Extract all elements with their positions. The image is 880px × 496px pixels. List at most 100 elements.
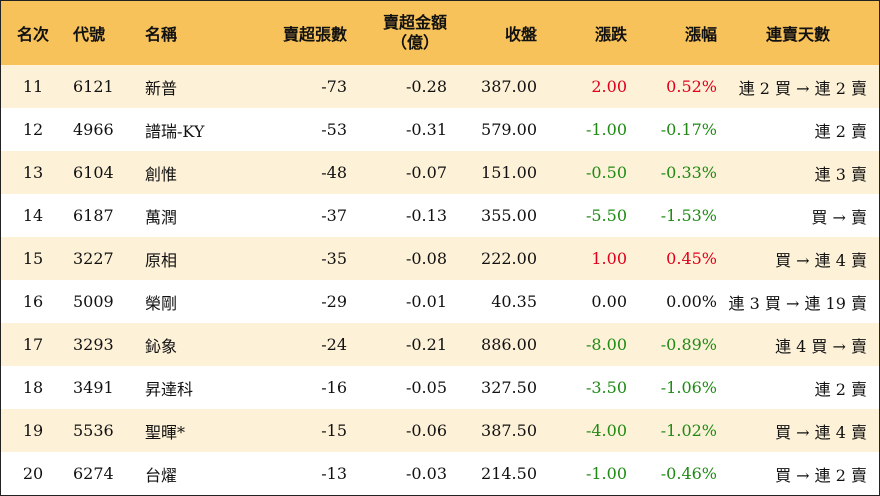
cell-rank: 18 xyxy=(22,378,44,397)
cell-net-volume: -48 xyxy=(321,163,347,182)
table-header-row: 名次 代號 名稱 賣超張數 賣超金額 （億） 收盤 漲跌 漲幅 連賣天數 xyxy=(1,1,879,65)
cell-net-amount: -0.05 xyxy=(405,378,447,397)
cell-rank: 15 xyxy=(22,249,44,268)
cell-net-amount: -0.08 xyxy=(405,249,447,268)
cell-name[interactable]: 新普 xyxy=(145,78,178,98)
header-net-amount[interactable]: 賣超金額 （億） xyxy=(347,1,447,65)
cell-change: -5.50 xyxy=(585,206,627,225)
cell-rank: 14 xyxy=(22,206,44,225)
header-streak[interactable]: 連賣天數 xyxy=(765,25,830,44)
cell-name[interactable]: 榮剛 xyxy=(145,293,178,313)
table-row[interactable]: 19 5536 聖暉* -15 -0.06 387.50 -4.00 -1.02% 買 → 連 … xyxy=(1,409,879,452)
cell-change: 0.00 xyxy=(591,292,627,311)
cell-code[interactable]: 3293 xyxy=(73,335,114,354)
header-net-amount-label: 賣超金額 （億） xyxy=(383,13,447,53)
header-change-pct[interactable]: 漲幅 xyxy=(684,25,717,44)
header-net-amount-unit: （億） xyxy=(390,33,439,52)
cell-rank: 13 xyxy=(22,163,44,182)
header-name[interactable]: 名稱 xyxy=(145,25,178,44)
cell-close: 222.00 xyxy=(481,249,537,268)
cell-change: -1.00 xyxy=(585,464,627,483)
table-body: 11 6121 新普 -73 -0.28 387.00 2.00 0.52% 連 2 買 → 連… xyxy=(1,65,879,495)
cell-streak: 連 2 買 → 連 2 賣 xyxy=(738,78,867,98)
cell-streak: 買 → 賣 xyxy=(811,207,867,227)
cell-code[interactable]: 6274 xyxy=(73,464,114,483)
cell-name[interactable]: 譜瑞-KY xyxy=(145,121,205,141)
cell-net-amount: -0.21 xyxy=(405,335,447,354)
cell-name[interactable]: 原相 xyxy=(145,250,178,270)
cell-name[interactable]: 台燿 xyxy=(145,465,178,485)
cell-code[interactable]: 5009 xyxy=(73,292,114,311)
cell-streak: 連 2 賣 xyxy=(814,379,867,399)
cell-name[interactable]: 昇達科 xyxy=(145,379,194,399)
cell-change-pct: -1.02% xyxy=(660,421,717,440)
cell-change: 2.00 xyxy=(591,77,627,96)
cell-code[interactable]: 3227 xyxy=(73,249,114,268)
table-row[interactable]: 11 6121 新普 -73 -0.28 387.00 2.00 0.52% 連 2 買 → 連… xyxy=(1,65,879,108)
header-change[interactable]: 漲跌 xyxy=(594,25,627,44)
cell-streak: 連 3 買 → 連 19 賣 xyxy=(728,293,867,313)
cell-change-pct: -0.33% xyxy=(660,163,717,182)
cell-change-pct: -0.89% xyxy=(660,335,717,354)
cell-rank: 20 xyxy=(22,464,44,483)
cell-net-volume: -53 xyxy=(321,120,347,139)
header-net-volume[interactable]: 賣超張數 xyxy=(282,25,347,44)
cell-name[interactable]: 聖暉* xyxy=(145,422,186,442)
cell-change-pct: 0.00% xyxy=(666,292,717,311)
cell-net-volume: -16 xyxy=(321,378,347,397)
cell-net-amount: -0.28 xyxy=(405,77,447,96)
cell-close: 355.00 xyxy=(481,206,537,225)
cell-net-amount: -0.01 xyxy=(405,292,447,311)
cell-code[interactable]: 4966 xyxy=(73,120,114,139)
cell-streak: 連 2 賣 xyxy=(814,121,867,141)
cell-change: -4.00 xyxy=(585,421,627,440)
cell-name[interactable]: 創惟 xyxy=(145,164,178,184)
cell-code[interactable]: 6121 xyxy=(73,77,114,96)
cell-close: 40.35 xyxy=(491,292,537,311)
cell-name[interactable]: 鈊象 xyxy=(145,336,178,356)
cell-change-pct: -1.53% xyxy=(660,206,717,225)
cell-change-pct: -0.46% xyxy=(660,464,717,483)
header-rank[interactable]: 名次 xyxy=(16,25,49,44)
table-row[interactable]: 17 3293 鈊象 -24 -0.21 886.00 -8.00 -0.89% 連 4 買 →… xyxy=(1,323,879,366)
cell-rank: 19 xyxy=(22,421,44,440)
cell-name[interactable]: 萬潤 xyxy=(145,207,178,227)
cell-rank: 16 xyxy=(22,292,44,311)
cell-rank: 12 xyxy=(22,120,44,139)
cell-change: -0.50 xyxy=(585,163,627,182)
cell-streak: 連 3 賣 xyxy=(814,164,867,184)
cell-streak: 買 → 連 2 賣 xyxy=(775,465,867,485)
cell-change-pct: 0.52% xyxy=(666,77,717,96)
cell-change-pct: 0.45% xyxy=(666,249,717,268)
header-close[interactable]: 收盤 xyxy=(504,25,537,44)
cell-code[interactable]: 5536 xyxy=(73,421,114,440)
cell-code[interactable]: 6104 xyxy=(73,163,114,182)
cell-change-pct: -1.06% xyxy=(660,378,717,397)
table-row[interactable]: 18 3491 昇達科 -16 -0.05 327.50 -3.50 -1.06% 連 2 賣 xyxy=(1,366,879,409)
cell-change: -1.00 xyxy=(585,120,627,139)
cell-close: 579.00 xyxy=(481,120,537,139)
cell-close: 387.00 xyxy=(481,77,537,96)
cell-streak: 連 4 買 → 賣 xyxy=(775,336,867,356)
cell-net-volume: -15 xyxy=(321,421,347,440)
cell-net-volume: -13 xyxy=(321,464,347,483)
cell-change: -8.00 xyxy=(585,335,627,354)
cell-close: 886.00 xyxy=(481,335,537,354)
table-row[interactable]: 16 5009 榮剛 -29 -0.01 40.35 0.00 0.00% 連 3 買 → 連 … xyxy=(1,280,879,323)
cell-code[interactable]: 6187 xyxy=(73,206,114,225)
cell-close: 151.00 xyxy=(481,163,537,182)
cell-close: 327.50 xyxy=(481,378,537,397)
table-row[interactable]: 20 6274 台燿 -13 -0.03 214.50 -1.00 -0.46% 買 → 連 2… xyxy=(1,452,879,495)
table-row[interactable]: 12 4966 譜瑞-KY -53 -0.31 579.00 -1.00 -0.17% 連 2 … xyxy=(1,108,879,151)
cell-code[interactable]: 3491 xyxy=(73,378,114,397)
table-row[interactable]: 15 3227 原相 -35 -0.08 222.00 1.00 0.45% 買 → 連 4 賣 xyxy=(1,237,879,280)
header-code[interactable]: 代號 xyxy=(73,25,106,44)
table-row[interactable]: 14 6187 萬潤 -37 -0.13 355.00 -5.50 -1.53% 買 → 賣 xyxy=(1,194,879,237)
cell-net-volume: -29 xyxy=(321,292,347,311)
cell-close: 387.50 xyxy=(481,421,537,440)
table-row[interactable]: 13 6104 創惟 -48 -0.07 151.00 -0.50 -0.33% 連 3 賣 xyxy=(1,151,879,194)
cell-net-amount: -0.31 xyxy=(405,120,447,139)
cell-net-amount: -0.06 xyxy=(405,421,447,440)
